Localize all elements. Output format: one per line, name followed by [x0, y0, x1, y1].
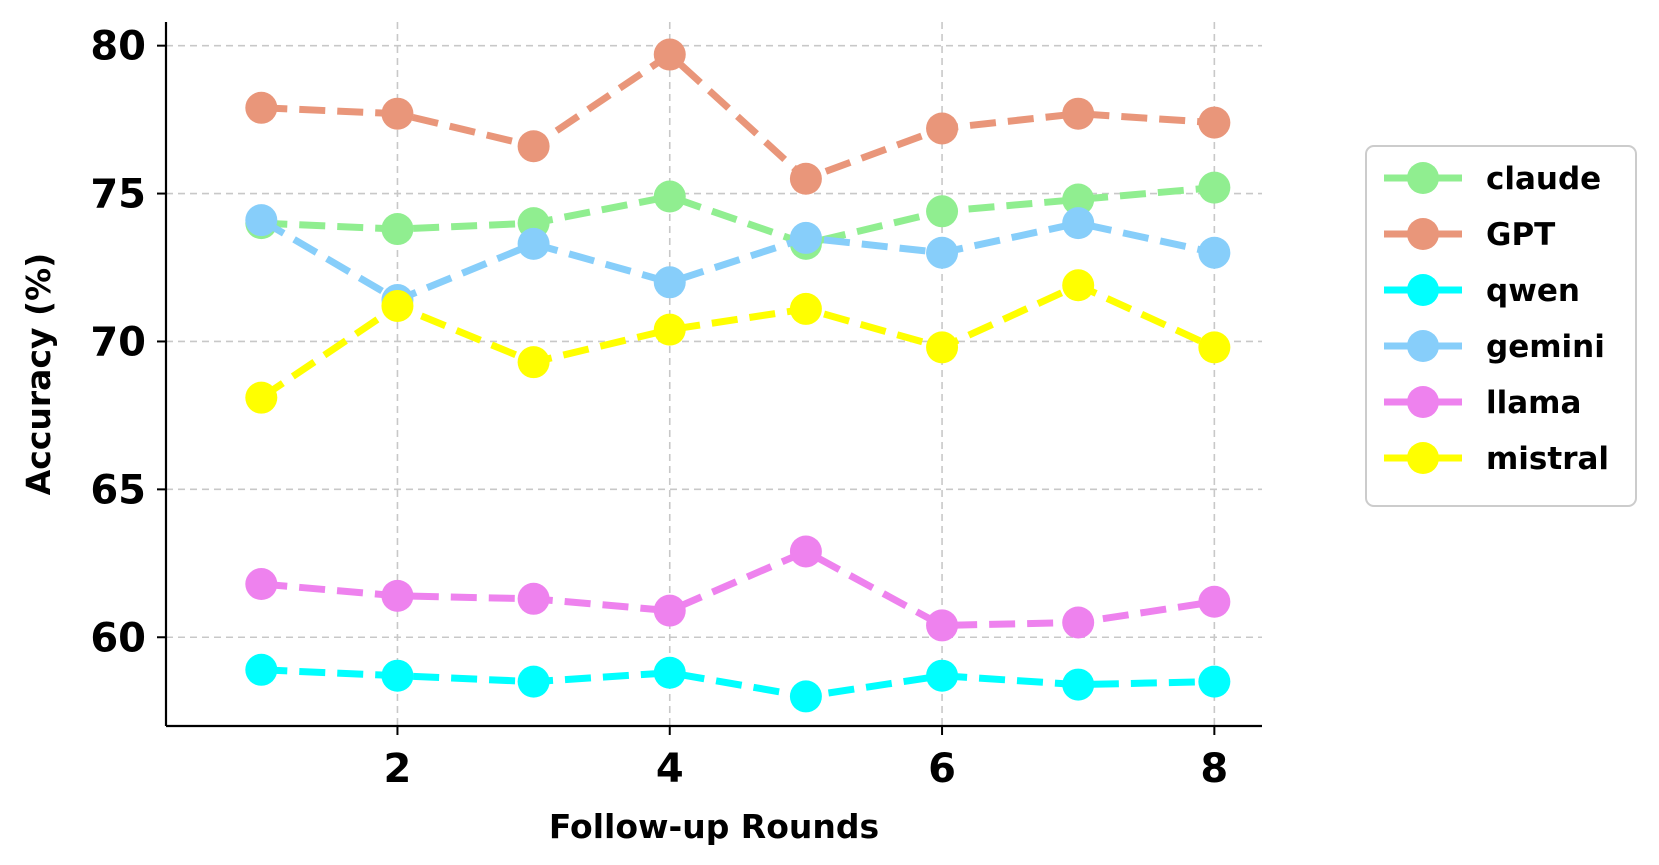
legend-label: qwen — [1486, 273, 1580, 309]
legend-item-mistral: mistral — [1384, 441, 1609, 477]
legend-item-llama: llama — [1384, 385, 1581, 421]
data-point-gemini — [926, 236, 959, 269]
series-mistral — [245, 269, 1231, 414]
y-axis-title: Accuracy (%) — [19, 253, 58, 496]
y-tick-label: 60 — [90, 615, 146, 661]
legend-label: mistral — [1486, 441, 1609, 477]
tick-labels: 2 4 6 8 60 65 70 75 80 — [90, 24, 1228, 792]
data-point-mistral — [517, 346, 550, 379]
data-point-llama — [653, 594, 686, 627]
legend-label: GPT — [1486, 217, 1555, 253]
data-point-claude — [653, 180, 686, 213]
data-point-llama — [381, 579, 414, 612]
data-point-mistral — [1198, 331, 1231, 364]
data-point-claude — [381, 213, 414, 246]
data-point-llama — [789, 535, 822, 568]
data-point-GPT — [653, 38, 686, 71]
x-axis-title: Follow-up Rounds — [549, 807, 879, 846]
data-point-qwen — [926, 659, 959, 692]
legend-swatch-marker — [1407, 330, 1439, 362]
data-point-qwen — [381, 659, 414, 692]
data-point-llama — [1198, 585, 1231, 618]
data-point-mistral — [1062, 269, 1095, 302]
data-point-mistral — [245, 381, 278, 414]
legend-item-qwen: qwen — [1384, 273, 1580, 309]
legend-swatch-marker — [1407, 386, 1439, 418]
legend-swatch-marker — [1407, 442, 1439, 474]
x-tick-label: 6 — [928, 746, 956, 792]
data-point-mistral — [381, 289, 414, 322]
data-point-qwen — [245, 653, 278, 686]
legend-item-claude: claude — [1384, 161, 1601, 197]
axes — [157, 22, 1262, 735]
legend-label: llama — [1486, 385, 1581, 421]
data-point-claude — [1062, 183, 1095, 216]
y-tick-label: 75 — [90, 172, 146, 218]
grid-lines — [166, 22, 1262, 726]
data-point-llama — [517, 582, 550, 615]
series-line-mistral — [259, 281, 1216, 401]
legend-swatch-marker — [1407, 274, 1439, 306]
y-tick-label: 65 — [90, 467, 146, 513]
data-point-qwen — [517, 665, 550, 698]
data-point-GPT — [1062, 97, 1095, 130]
data-point-GPT — [789, 162, 822, 195]
data-point-llama — [926, 609, 959, 642]
data-point-gemini — [789, 221, 822, 254]
data-point-gemini — [245, 204, 278, 237]
data-point-GPT — [245, 91, 278, 124]
y-tick-label: 70 — [90, 319, 146, 365]
data-point-llama — [1062, 606, 1095, 639]
data-point-qwen — [789, 680, 822, 713]
data-point-gemini — [1062, 207, 1095, 240]
y-tick-label: 80 — [90, 24, 146, 70]
series-layer — [245, 38, 1231, 713]
data-point-GPT — [381, 97, 414, 130]
data-point-qwen — [653, 656, 686, 689]
data-point-claude — [926, 195, 959, 228]
data-point-gemini — [653, 266, 686, 299]
series-qwen — [245, 653, 1231, 713]
legend-item-gemini: gemini — [1384, 329, 1605, 365]
legend: claude GPT qwen gemini llama mistral — [1365, 145, 1637, 507]
data-point-gemini — [1198, 236, 1231, 269]
data-point-mistral — [789, 292, 822, 325]
series-line-claude — [261, 184, 1215, 248]
legend-item-GPT: GPT — [1384, 217, 1555, 253]
x-tick-label: 8 — [1200, 746, 1228, 792]
series-line-gemini — [259, 217, 1216, 304]
data-point-GPT — [1198, 106, 1231, 139]
series-line-GPT — [261, 51, 1215, 183]
data-point-GPT — [517, 130, 550, 163]
series-line-qwen — [261, 666, 1215, 700]
x-tick-label: 2 — [384, 746, 412, 792]
series-llama — [245, 535, 1231, 642]
data-point-mistral — [653, 313, 686, 346]
series-GPT — [245, 38, 1231, 195]
data-point-claude — [1198, 171, 1231, 204]
legend-swatch-marker — [1407, 218, 1439, 250]
x-tick-label: 4 — [656, 746, 684, 792]
legend-label: gemini — [1486, 329, 1605, 365]
data-point-GPT — [926, 112, 959, 145]
legend-swatch-marker — [1407, 162, 1439, 194]
series-line-llama — [261, 547, 1215, 629]
data-point-qwen — [1198, 665, 1231, 698]
data-point-mistral — [926, 331, 959, 364]
legend-label: claude — [1486, 161, 1601, 197]
data-point-llama — [245, 568, 278, 601]
data-point-gemini — [517, 227, 550, 260]
data-point-qwen — [1062, 668, 1095, 701]
